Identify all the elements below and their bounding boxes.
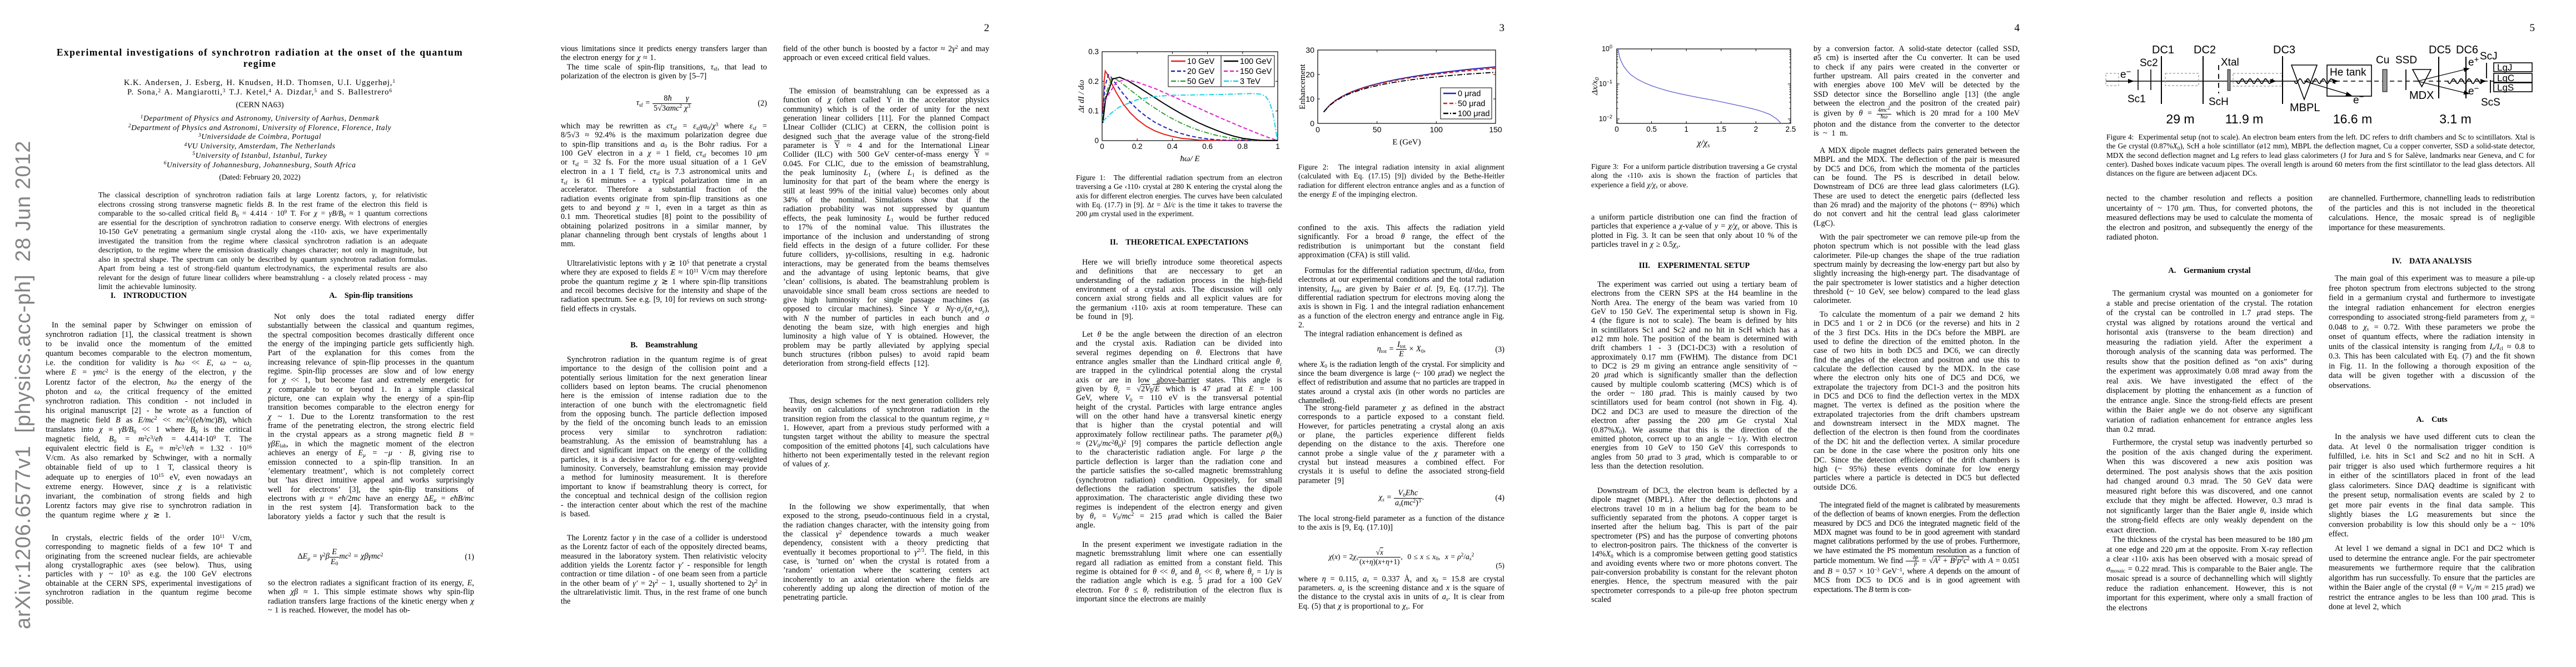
svg-text:0.4: 0.4 (1167, 142, 1178, 151)
svg-text:20 GeV: 20 GeV (1187, 67, 1214, 76)
svg-text:Xtal: Xtal (2221, 57, 2239, 68)
svg-text:0 μrad: 0 μrad (1458, 89, 1481, 98)
svg-text:ħω/ E: ħω/ E (1180, 155, 1199, 163)
svg-text:100 μrad: 100 μrad (1458, 109, 1490, 118)
svg-text:3.1 m: 3.1 m (2439, 112, 2472, 126)
svg-text:MBPL: MBPL (2290, 102, 2320, 114)
svg-text:150: 150 (1489, 125, 1502, 134)
svg-text:2: 2 (1754, 125, 1758, 133)
svg-text:LgC: LgC (2497, 73, 2514, 83)
svg-text:e+: e+ (2468, 55, 2479, 68)
svg-text:Sc1: Sc1 (2127, 93, 2146, 105)
svg-text:100 GeV: 100 GeV (1240, 57, 1272, 66)
svg-text:LgS: LgS (2497, 82, 2514, 93)
svg-text:DC1: DC1 (2152, 44, 2174, 56)
svg-text:50 μrad: 50 μrad (1458, 99, 1485, 108)
svg-text:Cu: Cu (2376, 54, 2389, 66)
svg-text:50: 50 (1373, 125, 1382, 134)
svg-text:0.5: 0.5 (1646, 125, 1657, 133)
svg-text:100: 100 (1602, 44, 1612, 53)
svg-text:e−: e− (2120, 67, 2131, 81)
svg-text:100: 100 (1430, 125, 1443, 134)
svg-text:150 GeV: 150 GeV (1240, 67, 1272, 76)
svg-text:0.3: 0.3 (1088, 48, 1099, 56)
svg-text:10−1: 10−1 (1599, 79, 1612, 88)
svg-text:DC3: DC3 (2273, 44, 2295, 56)
svg-text:e−: e− (2353, 92, 2364, 106)
svg-text:1.5: 1.5 (1716, 125, 1726, 133)
svg-text:16.6 m: 16.6 m (2333, 112, 2372, 126)
svg-text:0: 0 (1316, 125, 1320, 134)
svg-text:29 m: 29 m (2166, 112, 2194, 126)
svg-text:DC5: DC5 (2429, 44, 2451, 56)
svg-text:Sc2: Sc2 (2140, 57, 2158, 69)
svg-text:10−2: 10−2 (1599, 114, 1612, 123)
svg-text:50 GeV: 50 GeV (1187, 77, 1214, 86)
svg-text:χ/χs: χ/χs (1696, 138, 1710, 149)
svg-text:3 TeV: 3 TeV (1240, 77, 1260, 86)
svg-text:11.9 m: 11.9 m (2225, 112, 2264, 126)
svg-text:LgJ: LgJ (2497, 62, 2512, 73)
svg-text:10 GeV: 10 GeV (1187, 57, 1214, 66)
svg-text:Enhancement: Enhancement (1298, 63, 1307, 109)
svg-text:30: 30 (1306, 46, 1314, 54)
svg-text:0: 0 (1094, 137, 1099, 145)
svg-text:DC2: DC2 (2194, 44, 2216, 56)
svg-text:SSD: SSD (2395, 54, 2417, 66)
svg-text:0: 0 (1310, 119, 1314, 128)
svg-text:ScS: ScS (2481, 97, 2500, 108)
svg-text:0.8: 0.8 (1237, 142, 1248, 151)
svg-text:0.2: 0.2 (1088, 77, 1099, 86)
svg-text:0.2: 0.2 (1132, 142, 1143, 151)
svg-text:0.6: 0.6 (1202, 142, 1213, 151)
svg-text:20: 20 (1306, 70, 1314, 79)
svg-text:ScH: ScH (2209, 96, 2229, 108)
svg-text:He tank: He tank (2330, 67, 2366, 78)
svg-text:0.1: 0.1 (1088, 107, 1099, 115)
svg-text:2.5: 2.5 (1786, 125, 1796, 133)
svg-text:E (GeV): E (GeV) (1392, 138, 1421, 147)
svg-text:DC6: DC6 (2456, 44, 2478, 56)
svg-text:1: 1 (1684, 125, 1688, 133)
svg-text:10: 10 (1306, 94, 1314, 103)
svg-text:e−: e− (2468, 84, 2479, 97)
svg-text:0: 0 (1615, 125, 1619, 133)
svg-text:ScJ: ScJ (2480, 51, 2498, 62)
svg-text:Δt dI / dω: Δt dI / dω (1077, 80, 1086, 113)
svg-text:MDX: MDX (2409, 89, 2434, 102)
svg-text:1: 1 (1275, 142, 1280, 151)
svg-text:0: 0 (1100, 142, 1104, 151)
svg-text:Δx/x0: Δx/x0 (1591, 77, 1601, 96)
